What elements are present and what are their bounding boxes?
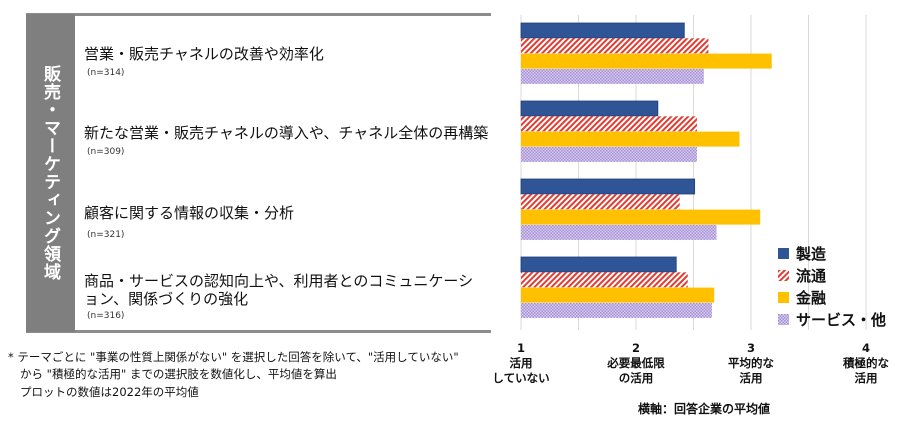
x-tick-text: 3 <box>746 341 755 355</box>
footnote: から "積極的な活用" までの選択肢を数値化し、平均値を算出 <box>20 367 337 381</box>
bar-流通 <box>521 272 688 288</box>
legend-item: 流通 <box>778 264 886 286</box>
x-tick-text: していない <box>492 371 550 385</box>
bar-サービス・他 <box>521 302 712 318</box>
legend-label: 製造 <box>796 244 827 263</box>
category-n: (n=309) <box>87 147 125 157</box>
footnote: * テーマごとに "事業の性質上関係がない" を選択した回答を除いて、"活用して… <box>8 350 459 364</box>
legend-label: サービス・他 <box>796 310 887 329</box>
x-tick-text: 平均的な <box>728 356 774 370</box>
bar-サービス・他 <box>521 68 704 84</box>
x-tick-text: の活用 <box>618 371 654 385</box>
bar-製造 <box>520 256 677 273</box>
x-tick-text: 4 <box>861 341 870 355</box>
footnote: プロットの数値は2022年の平均値 <box>20 385 199 399</box>
category-label: 顧客に関する情報の収集・分析 <box>84 204 295 222</box>
section-label: 販売・マーケティング領域 <box>26 14 75 332</box>
bar-流通 <box>521 116 697 132</box>
category-label: 新たな営業・販売チャネルの導入や、チャネル全体の再構築 <box>84 124 489 142</box>
legend-item: 金融 <box>778 286 886 308</box>
bar-金融 <box>521 209 761 225</box>
x-tick-text: 積極的な <box>843 356 889 370</box>
x-tick-text: 2 <box>631 341 640 355</box>
bar-金融 <box>521 53 772 69</box>
category-label: 営業・販売チャネルの改善や効率化 <box>84 45 324 63</box>
bar-製造 <box>520 22 685 39</box>
legend-swatch <box>778 291 789 303</box>
bar-サービス・他 <box>521 146 697 162</box>
bar-流通 <box>521 38 709 54</box>
category-n: (n=321) <box>87 230 125 240</box>
x-tick-text: 活用 <box>854 371 878 385</box>
legend-swatch <box>778 247 789 259</box>
legend-swatch <box>778 269 789 281</box>
bar-サービス・他 <box>521 224 717 240</box>
legend-label: 流通 <box>796 266 827 285</box>
legend-label: 金融 <box>796 288 827 307</box>
bar-製造 <box>520 100 659 117</box>
x-tick-text: 活用 <box>509 356 533 370</box>
x-tick-text: 1 <box>516 341 525 355</box>
bar-金融 <box>521 287 715 303</box>
top-rule <box>26 13 491 16</box>
category-n: (n=314) <box>87 68 125 78</box>
x-tick-label: 1 活用 していない <box>466 341 576 386</box>
x-axis-title: 横軸：回答企業の平均値 <box>638 402 771 416</box>
x-tick-label: 4 積極的な 活用 <box>811 341 900 386</box>
legend: 製造 流通 金融 サービス・他 <box>778 242 886 330</box>
x-tick-label: 2 必要最低限 の活用 <box>581 341 691 386</box>
legend-swatch <box>778 313 789 325</box>
bottom-rule <box>26 330 491 333</box>
bar-金融 <box>521 131 740 147</box>
legend-item: サービス・他 <box>778 308 886 330</box>
category-label: 商品・サービスの認知向上や、利用者とのコミュニケーション、関係づくりの強化 <box>84 272 474 308</box>
x-tick-text: 活用 <box>739 371 763 385</box>
category-n: (n=316) <box>87 311 125 321</box>
bar-製造 <box>520 178 696 195</box>
legend-item: 製造 <box>778 242 886 264</box>
x-tick-label: 3 平均的な 活用 <box>696 341 806 386</box>
bar-流通 <box>521 194 680 210</box>
x-tick-text: 必要最低限 <box>607 356 665 370</box>
